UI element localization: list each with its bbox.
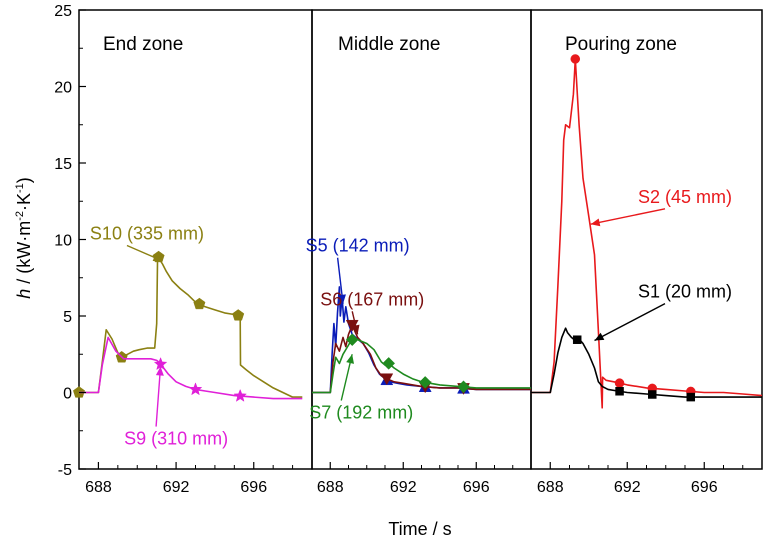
annotations: S10 (335 mm) S9 (310 mm) S5 (142 mm) S6 (16… bbox=[90, 187, 732, 449]
y-tick-label-10: 10 bbox=[54, 233, 72, 250]
series-marker-s10-3 bbox=[193, 297, 206, 310]
series-marker-s2-1 bbox=[614, 378, 625, 388]
x-tick-label-pouring-zone-692: 692 bbox=[614, 479, 641, 496]
panel-title-pouring-zone: Pouring zone bbox=[565, 34, 677, 55]
y-tick-label-5: 5 bbox=[63, 309, 72, 326]
y-axis-unit-mid: ·K bbox=[14, 193, 34, 211]
annotation-label-s1: S1 (20 mm) bbox=[638, 282, 732, 302]
annotation-label-s5: S5 (142 mm) bbox=[306, 236, 410, 256]
x-tick-label-middle-zone-696: 696 bbox=[463, 479, 490, 496]
annotation-arrowhead-s7 bbox=[346, 354, 354, 364]
series-line-s9 bbox=[79, 336, 303, 400]
series-marker-s7-0 bbox=[345, 333, 359, 347]
annotation-arrowhead-s10 bbox=[152, 253, 163, 262]
y-tick-label-25: 25 bbox=[54, 3, 72, 20]
annotation-arrow-s1 bbox=[594, 303, 666, 342]
x-tick-label-pouring-zone-688: 688 bbox=[537, 479, 564, 496]
annotation-arrowhead-s5 bbox=[338, 294, 346, 304]
series-marker-s9-1 bbox=[188, 382, 203, 396]
x-tick-label-end-zone-696: 696 bbox=[240, 479, 267, 496]
axes: 688 692 696 688 692 696 688 692 696 -5 0 5 10 15 20 25 bbox=[54, 3, 763, 496]
series-marker-s7-2 bbox=[418, 376, 432, 389]
y-axis-label: h / (kW·m-2·K-1) bbox=[14, 177, 34, 299]
annotation-arrowhead-s9 bbox=[155, 366, 164, 376]
annotation-label-s9: S9 (310 mm) bbox=[124, 429, 228, 449]
y-axis-symbol: h bbox=[14, 289, 34, 299]
panel-frame-pouring-zone bbox=[530, 9, 763, 470]
series-line-s1 bbox=[531, 327, 762, 398]
annotation-arrow-s2 bbox=[590, 208, 666, 225]
series-marker-s6-1 bbox=[380, 373, 394, 386]
y-axis-exp1: -2 bbox=[14, 211, 26, 221]
annotation-label-s2: S2 (45 mm) bbox=[638, 187, 732, 207]
annotation-arrowhead-s1 bbox=[594, 332, 605, 341]
x-tick-label-middle-zone-688: 688 bbox=[317, 479, 344, 496]
y-axis-exp2: -1 bbox=[14, 183, 26, 193]
x-tick-label-end-zone-688: 688 bbox=[85, 479, 112, 496]
x-tick-label-middle-zone-692: 692 bbox=[390, 479, 417, 496]
x-tick-label-end-zone-692: 692 bbox=[163, 479, 190, 496]
x-tick-label-pouring-zone-696: 696 bbox=[691, 479, 718, 496]
series-marker-s1-1 bbox=[615, 387, 624, 396]
series-marker-s7-3 bbox=[457, 380, 470, 394]
x-axis-label: Time / s bbox=[388, 519, 451, 539]
series-marker-s1-2 bbox=[648, 390, 657, 399]
series-marker-s10-4 bbox=[232, 309, 245, 321]
panel-title-middle-zone: Middle zone bbox=[338, 34, 440, 55]
series-line-s2 bbox=[531, 58, 763, 409]
annotation-arrow-s9 bbox=[155, 366, 162, 427]
annotation-arrowhead-s2 bbox=[590, 218, 601, 227]
series-marker-s1-3 bbox=[686, 392, 696, 402]
annotation-label-s7: S7 (192 mm) bbox=[309, 403, 413, 423]
series-line-s10 bbox=[79, 254, 303, 398]
annotation-label-s6: S6 (167 mm) bbox=[320, 289, 424, 309]
series-marker-s9-2 bbox=[233, 388, 247, 402]
y-axis-unit-post: ) bbox=[14, 177, 34, 183]
series-marker-s1-0 bbox=[572, 335, 582, 344]
annotation-arrowhead-s6 bbox=[351, 324, 360, 335]
series-marker-s7-1 bbox=[382, 357, 396, 370]
y-tick-label--5: -5 bbox=[58, 462, 72, 479]
y-tick-label-20: 20 bbox=[54, 80, 72, 97]
annotation-label-s10: S10 (335 mm) bbox=[90, 224, 204, 244]
panel-title-end-zone: End zone bbox=[103, 34, 183, 55]
y-tick-label-15: 15 bbox=[54, 156, 72, 173]
y-tick-label-0: 0 bbox=[63, 386, 72, 403]
series-marker-s2-0 bbox=[570, 54, 581, 64]
y-axis-unit-pre: / (kW·m bbox=[14, 221, 34, 289]
series-lines bbox=[73, 54, 763, 409]
